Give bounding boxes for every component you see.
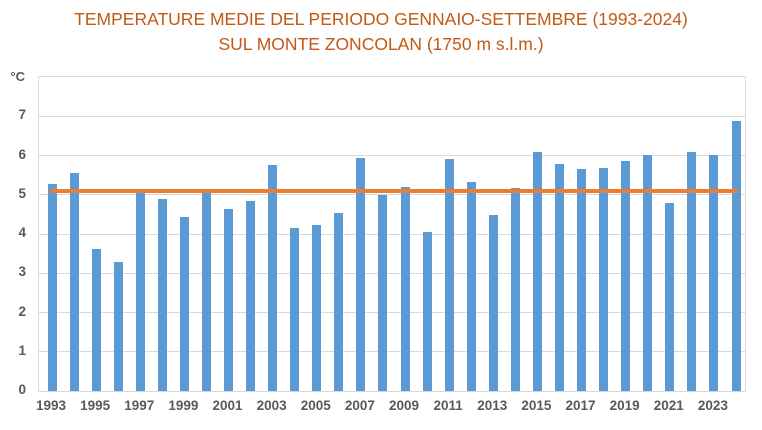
bar-2011 <box>444 159 454 391</box>
bar-2005 <box>312 224 322 391</box>
bar-1994 <box>69 173 79 391</box>
bar-2009 <box>400 187 410 391</box>
chart-title: TEMPERATURE MEDIE DEL PERIODO GENNAIO-SE… <box>0 7 762 57</box>
bar-2010 <box>422 232 432 391</box>
y-tick-7: 7 <box>18 107 26 123</box>
bar-2006 <box>334 212 344 391</box>
bar-2015 <box>532 152 542 391</box>
x-tick-2011: 2011 <box>433 398 463 413</box>
bar-2007 <box>356 158 366 391</box>
bar-2018 <box>599 168 609 391</box>
gridline-2 <box>39 312 745 313</box>
x-tick-1993: 1993 <box>35 398 67 413</box>
bar-1996 <box>113 262 123 391</box>
plot-area <box>38 76 746 392</box>
y-tick-4: 4 <box>18 225 26 240</box>
x-tick-2017: 2017 <box>565 398 596 413</box>
y-tick-6: 6 <box>18 146 26 162</box>
y-tick-1: 1 <box>18 342 26 358</box>
x-axis-tick-labels: 1993 1995 1997 1999 2001 2003 2005 2007 2009 2011… <box>36 397 744 417</box>
bar-2000 <box>201 193 211 391</box>
bar-1998 <box>157 199 167 391</box>
bar-2004 <box>290 227 300 391</box>
bar-2021 <box>665 203 675 391</box>
bar-2002 <box>246 200 256 391</box>
bar-2019 <box>621 161 631 391</box>
bar-1997 <box>135 192 145 391</box>
bar-2014 <box>510 188 520 391</box>
x-tick-2007: 2007 <box>344 398 375 413</box>
bar-1993 <box>47 184 57 391</box>
y-tick-0: 0 <box>18 382 26 397</box>
bar-1999 <box>179 216 189 391</box>
bar-2017 <box>577 168 587 391</box>
x-tick-2019: 2019 <box>609 398 640 413</box>
bar-2008 <box>378 195 388 391</box>
x-tick-2013: 2013 <box>477 398 508 413</box>
chart-title-line1: TEMPERATURE MEDIE DEL PERIODO GENNAIO-SE… <box>74 9 688 29</box>
x-tick-2009: 2009 <box>389 398 420 413</box>
gridline-6 <box>39 155 745 156</box>
x-tick-1999: 1999 <box>168 398 199 413</box>
bar-2020 <box>643 154 653 391</box>
bar-1995 <box>91 248 101 391</box>
bar-2024 <box>731 121 741 391</box>
x-tick-2003: 2003 <box>256 398 287 413</box>
x-tick-1995: 1995 <box>80 398 111 413</box>
x-tick-2015: 2015 <box>521 398 552 413</box>
y-tick-3: 3 <box>18 264 26 280</box>
x-tick-2021: 2021 <box>653 398 684 413</box>
y-axis-tick-labels: 0 1 2 3 4 5 6 7 <box>0 0 26 430</box>
gridline-5 <box>39 194 745 196</box>
bar-2013 <box>488 215 498 391</box>
y-tick-5: 5 <box>18 185 26 201</box>
chart-title-line2: SUL MONTE ZONCOLAN (1750 m s.l.m.) <box>218 34 544 54</box>
y-tick-2: 2 <box>18 303 26 319</box>
bar-2016 <box>554 164 564 391</box>
gridline-4 <box>39 233 745 235</box>
bar-2022 <box>687 151 697 391</box>
bar-2003 <box>268 164 278 391</box>
y-axis-unit-label: °C <box>10 69 25 84</box>
mean-reference-line <box>50 189 738 193</box>
gridline-1 <box>39 351 745 353</box>
gridline-3 <box>39 272 745 274</box>
bar-2001 <box>224 209 234 391</box>
bar-2012 <box>466 182 476 391</box>
x-tick-2005: 2005 <box>300 398 331 413</box>
x-tick-2023: 2023 <box>697 398 728 413</box>
gridline-7 <box>39 115 745 117</box>
x-tick-2001: 2001 <box>212 398 243 413</box>
bar-2023 <box>709 154 719 391</box>
x-tick-1997: 1997 <box>124 398 155 413</box>
